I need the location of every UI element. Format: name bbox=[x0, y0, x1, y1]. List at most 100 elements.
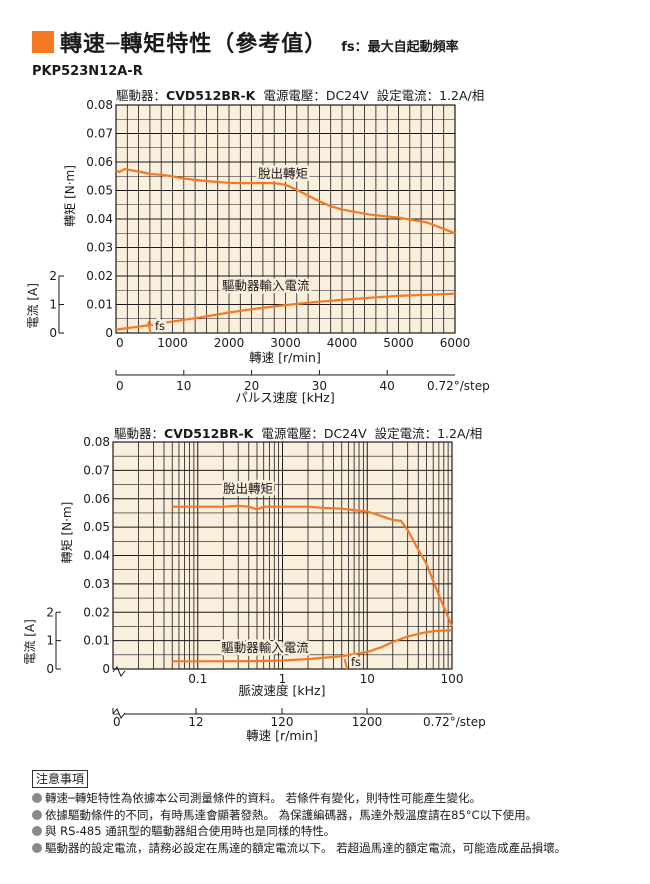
chart1-y-tick-label: 0.08 bbox=[86, 98, 113, 112]
note-text: 與 RS-485 通訊型的驅動器組合使用時也是同樣的特性。 bbox=[45, 824, 336, 838]
notes-section: 注意事項 轉速─轉矩特性為依據本公司測量條件的資料。 若條件有變化，則特性可能產… bbox=[32, 768, 642, 856]
chart1-y-tick-label: 0.05 bbox=[86, 184, 113, 198]
chart1-pullout-torque-curve bbox=[115, 168, 456, 235]
chart1-pulse-tick-label: 30 bbox=[312, 379, 327, 393]
chart2-current-setting: 設定電流：1.2A/相 bbox=[374, 426, 483, 441]
chart1-pulse-tick-label: 0 bbox=[116, 379, 124, 393]
note-item: 與 RS-485 通訊型的驅動器組合使用時也是同樣的特性。 bbox=[32, 823, 642, 840]
chart1-y-axis-label: 轉矩 [N·m] bbox=[63, 165, 77, 227]
chart1-fs-label: fs bbox=[155, 319, 165, 333]
note-item: 驅動器的設定電流，請務必設定在馬達的額定電流以下。 若超過馬達的額定電流，可能造… bbox=[32, 840, 642, 857]
chart1-y-tick-label: 0.07 bbox=[86, 127, 113, 141]
note-text: 轉速─轉矩特性為依據本公司測量條件的資料。 若條件有變化，則特性可能產生變化。 bbox=[45, 791, 482, 805]
chart2-curve-label-torque: 脫出轉矩 bbox=[223, 481, 273, 496]
chart1-x-tick-label: 3000 bbox=[270, 336, 301, 350]
chart2-x-tick-label: 1 bbox=[279, 672, 287, 686]
chart2-y-tick-label: 0.06 bbox=[83, 492, 110, 506]
chart1-driver-label: 驅動器： bbox=[116, 88, 167, 103]
chart1-current-setting: 設定電流：1.2A/相 bbox=[376, 88, 485, 103]
chart2-pullout-torque-curve bbox=[172, 504, 454, 627]
chart1-x-tick-label: 6000 bbox=[440, 336, 471, 350]
note-item: 依據驅動條件的不同，有時馬達會顯著發熱。 為保護編碼器，馬達外殼溫度請在85°C… bbox=[32, 807, 642, 824]
note-text: 依據驅動條件的不同，有時馬達會顯著發熱。 為保護編碼器，馬達外殼溫度請在85°C… bbox=[45, 807, 538, 822]
chart2-y-tick-label: 0.01 bbox=[83, 634, 110, 648]
bullet-icon bbox=[32, 826, 42, 837]
chart1-current-axis-label: 電流 [A] bbox=[26, 283, 40, 328]
chart2-driver-value: CVD512BR-K bbox=[164, 426, 254, 441]
chart2-axis-break-mark bbox=[112, 666, 126, 677]
bullet-icon bbox=[32, 793, 42, 804]
chart1-current-tick-label: 1 bbox=[49, 298, 57, 312]
chart2-fs-label: fs bbox=[351, 655, 361, 669]
chart2-y-axis-label: 轉矩 [N·m] bbox=[60, 502, 74, 564]
chart1-y-tick-label: 0 bbox=[105, 326, 113, 340]
note-item: 轉速─轉矩特性為依據本公司測量條件的資料。 若條件有變化，則特性可能產生變化。 bbox=[32, 790, 642, 807]
notes-title: 注意事項 bbox=[32, 770, 89, 788]
chart1-y-tick-label: 0.01 bbox=[86, 298, 113, 312]
page-title: 轉速─轉矩特性（參考值） bbox=[60, 32, 328, 57]
chart2-x-tick-label: 100 bbox=[441, 672, 464, 686]
chart2-y-tick-label: 0.07 bbox=[83, 463, 110, 477]
chart2-conditions: 驅動器：CVD512BR-K 電源電壓：DC24V 設定電流：1.2A/相 bbox=[114, 423, 482, 442]
model-number: PKP523N12A-R bbox=[32, 64, 143, 79]
chart1-y-tick-label: 0.06 bbox=[86, 155, 113, 169]
chart2-current-tick-label: 2 bbox=[46, 605, 54, 619]
chart2-y-tick-label: 0 bbox=[102, 662, 110, 676]
chart1-curve-label-current: 驅動器輸入電流 bbox=[222, 278, 310, 293]
chart2-input-current-curve bbox=[172, 629, 453, 663]
chart1-pulse-tick-label: 10 bbox=[176, 379, 191, 393]
title-accent-square bbox=[32, 31, 54, 53]
chart1-conditions: 驅動器：CVD512BR-K 電源電壓：DC24V 設定電流：1.2A/相 bbox=[116, 85, 484, 104]
chart2-step-angle-label: 0.72°/step bbox=[423, 715, 486, 729]
chart1-y-tick-label: 0.03 bbox=[86, 241, 113, 255]
chart1-voltage: 電源電壓：DC24V bbox=[263, 88, 369, 103]
chart2-rpm-tick-label: 1200 bbox=[352, 715, 383, 729]
chart1-x-tick-label: 4000 bbox=[327, 336, 358, 350]
chart2-rpm-tick-label: 0 bbox=[113, 715, 121, 729]
chart1-x-tick-label: 1000 bbox=[157, 336, 188, 350]
chart1-x-tick-label: 2000 bbox=[214, 336, 245, 350]
page-subtitle: fs：最大自起動頻率 bbox=[341, 39, 459, 55]
chart1-curve-label-torque: 脫出轉矩 bbox=[258, 166, 308, 181]
chart2-y-tick-label: 0.02 bbox=[83, 605, 110, 619]
chart1-x-axis-label: 轉速 [r/min] bbox=[249, 350, 321, 365]
chart2-fs-marker bbox=[343, 658, 349, 670]
chart1-fs-marker bbox=[147, 321, 152, 334]
chart1-input-current-curve bbox=[115, 292, 456, 331]
chart2-rpm-tick-label: 12 bbox=[188, 715, 203, 729]
chart2-curve-label-current: 驅動器輸入電流 bbox=[221, 640, 309, 655]
bullet-icon bbox=[32, 842, 42, 853]
charts-canvas: 00.010.020.030.040.050.060.070.080 1000 20… bbox=[23, 98, 490, 743]
chart2-current-tick-label: 0 bbox=[46, 662, 54, 676]
chart1-y-tick-label: 0.02 bbox=[86, 269, 113, 283]
note-text: 驅動器的設定電流，請務必設定在馬達的額定電流以下。 若超過馬達的額定電流，可能造… bbox=[45, 840, 567, 855]
bullet-icon bbox=[32, 809, 42, 820]
chart2-y-tick-label: 0.03 bbox=[83, 577, 110, 591]
chart1-driver-value: CVD512BR-K bbox=[166, 88, 256, 103]
chart2-driver-label: 驅動器： bbox=[114, 426, 165, 441]
chart2-y-tick-label: 0.08 bbox=[83, 435, 110, 449]
chart1-pulse-tick-label: 40 bbox=[380, 379, 395, 393]
chart2-x2-axis-label: 轉速 [r/min] bbox=[246, 728, 318, 743]
chart1-x2-axis-label: パルス速度 [kHz] bbox=[235, 390, 334, 405]
chart1-pulse-tick-label: 20 bbox=[244, 379, 259, 393]
chart2-axis-break-mark-2 bbox=[112, 708, 126, 719]
chart2-x-tick-label: 10 bbox=[360, 672, 375, 686]
chart2-y-tick-label: 0.05 bbox=[83, 520, 110, 534]
chart2-current-axis-label: 電流 [A] bbox=[23, 619, 37, 664]
chart2-rpm-tick-label: 120 bbox=[271, 715, 294, 729]
chart2-plot-frame bbox=[112, 441, 453, 670]
chart2-y-tick-label: 0.04 bbox=[83, 549, 110, 563]
chart1-x-tick-label: 0 bbox=[116, 336, 124, 350]
chart2-x-axis-label: 脈波速度 [kHz] bbox=[239, 683, 326, 698]
chart1-current-tick-label: 0 bbox=[49, 326, 57, 340]
chart1-plot-frame bbox=[115, 104, 456, 334]
page-header: 轉速─轉矩特性（參考值） fs：最大自起動頻率 bbox=[32, 28, 459, 57]
chart2-x-tick-label: 0.1 bbox=[188, 672, 207, 686]
chart2-current-tick-label: 1 bbox=[46, 634, 54, 648]
chart1-x-tick-label: 5000 bbox=[383, 336, 414, 350]
chart1-current-tick-label: 2 bbox=[49, 269, 57, 283]
chart2-voltage: 電源電壓：DC24V bbox=[261, 426, 367, 441]
chart1-y-tick-label: 0.04 bbox=[86, 212, 113, 226]
chart1-step-angle-label: 0.72°/step bbox=[427, 379, 490, 393]
